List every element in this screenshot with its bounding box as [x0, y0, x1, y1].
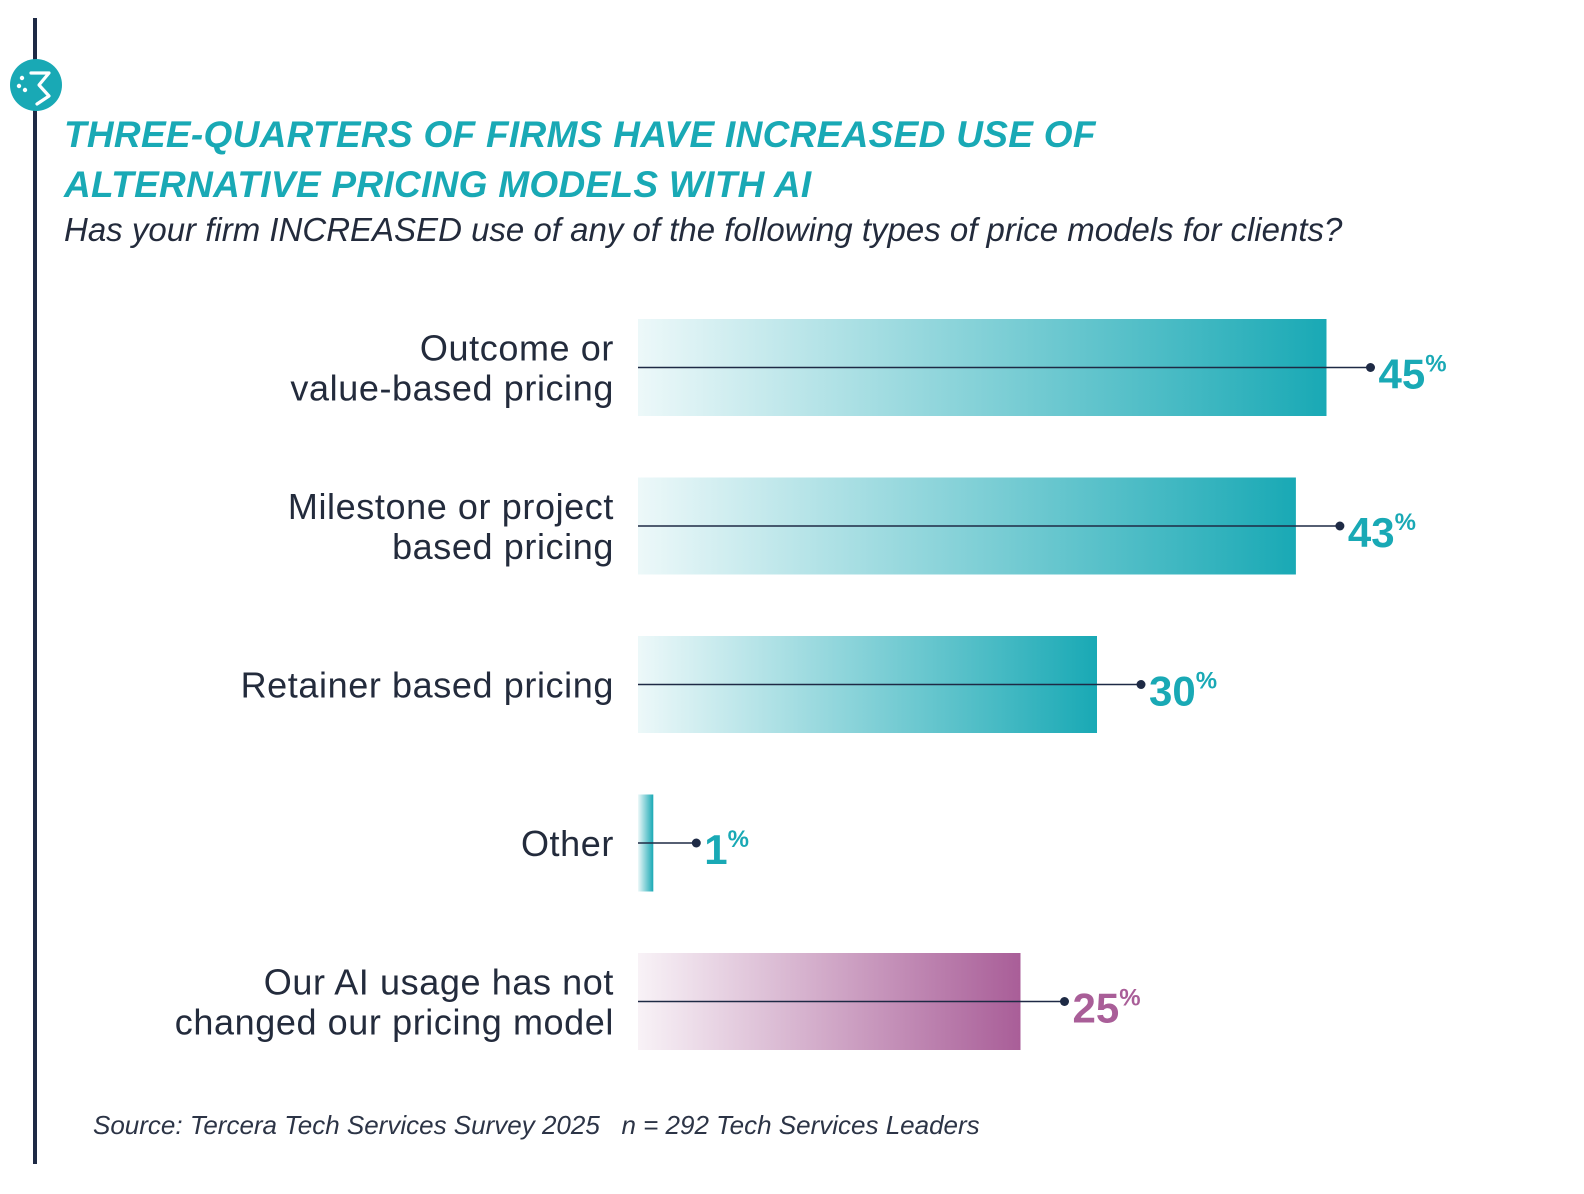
category-label: Retainer based pricing — [241, 665, 614, 706]
value-label: 45% — [1379, 351, 1447, 398]
chart-title-line-1: THREE-QUARTERS OF FIRMS HAVE INCREASED U… — [64, 114, 1096, 155]
leader-dot — [1136, 680, 1146, 689]
leader-dot — [691, 838, 701, 848]
chart-title: THREE-QUARTERS OF FIRMS HAVE INCREASED U… — [64, 110, 1464, 210]
left-accent-line — [33, 18, 37, 1164]
category-label: Other — [521, 823, 614, 864]
chart-subtitle: Has your firm INCREASED use of any of th… — [64, 211, 1343, 248]
leader-dot — [1366, 363, 1375, 372]
value-label: 43% — [1348, 509, 1416, 556]
category-label: Our AI usage has not changed our pricing … — [175, 962, 614, 1043]
brand-logo-icon — [10, 59, 62, 111]
leader-dot — [1060, 997, 1069, 1006]
category-label: Milestone or project based pricing — [288, 486, 614, 567]
sample-size-text: n = 292 Tech Services Leaders — [621, 1110, 980, 1140]
leader-dot — [1335, 521, 1345, 531]
source-text: Source: Tercera Tech Services Survey 202… — [93, 1110, 600, 1140]
chart-title-line-2: ALTERNATIVE PRICING MODELS WITH AI — [64, 164, 812, 205]
value-label: 1% — [704, 826, 749, 873]
value-label: 25% — [1073, 985, 1141, 1032]
value-label: 30% — [1149, 668, 1217, 715]
category-label: Outcome or value-based pricing — [290, 328, 614, 409]
source-note: Source: Tercera Tech Services Survey 202… — [93, 1110, 980, 1141]
